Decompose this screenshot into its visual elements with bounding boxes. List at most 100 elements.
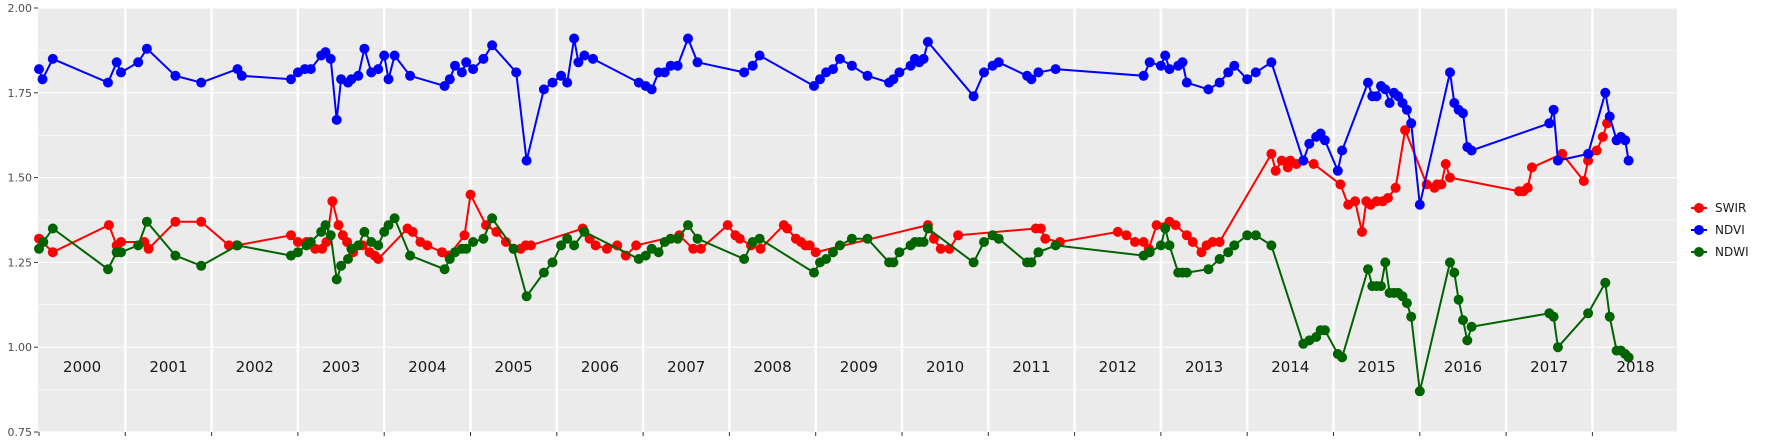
- data-point-ndwi: [508, 243, 519, 254]
- data-point-ndwi: [38, 237, 49, 247]
- data-point-ndvi: [1552, 155, 1563, 166]
- data-point-ndwi: [325, 230, 336, 241]
- data-point-swir: [1121, 230, 1132, 241]
- data-point-ndwi: [232, 240, 243, 251]
- data-point-ndvi: [1203, 84, 1214, 95]
- data-point-ndvi: [862, 70, 873, 81]
- data-point-ndwi: [1445, 257, 1455, 268]
- data-point-ndwi: [569, 240, 580, 251]
- y-tick-label: 1.00: [8, 341, 33, 354]
- data-point-ndwi: [739, 254, 750, 264]
- data-point-ndwi: [1552, 342, 1563, 353]
- data-point-ndvi: [815, 74, 825, 85]
- data-point-ndvi: [359, 43, 370, 54]
- data-point-ndvi: [993, 57, 1004, 68]
- data-point-ndvi: [683, 33, 693, 44]
- data-point-ndvi: [1466, 145, 1477, 156]
- legend-key-point: [1694, 203, 1704, 213]
- data-point-ndwi: [1401, 298, 1412, 309]
- data-point-ndwi: [196, 260, 207, 271]
- data-point-ndvi: [468, 64, 479, 75]
- data-point-ndvi: [888, 74, 899, 85]
- data-point-swir: [1440, 159, 1451, 169]
- legend-item-swir: SWIR: [1691, 201, 1746, 215]
- data-point-swir: [327, 196, 338, 207]
- legend-item-ndvi: NDVI: [1691, 223, 1745, 237]
- data-point-ndwi: [389, 213, 400, 224]
- data-point-ndwi: [1414, 386, 1425, 397]
- data-point-ndvi: [968, 91, 979, 102]
- data-point-ndwi: [1449, 267, 1460, 278]
- data-point-ndvi: [538, 84, 549, 95]
- data-point-ndvi: [646, 84, 657, 95]
- year-label: 2016: [1444, 358, 1482, 376]
- year-label: 2004: [408, 358, 446, 376]
- data-point-swir: [1170, 220, 1181, 231]
- data-point-ndvi: [116, 67, 126, 78]
- data-point-ndvi: [170, 70, 181, 81]
- data-point-ndwi: [1242, 230, 1253, 241]
- data-point-ndvi: [405, 70, 416, 81]
- data-point-ndvi: [37, 74, 48, 85]
- data-point-ndvi: [809, 81, 819, 91]
- data-point-ndvi: [1177, 57, 1188, 68]
- data-point-ndvi: [1363, 77, 1373, 88]
- year-label: 2008: [753, 358, 791, 376]
- data-point-swir: [1527, 162, 1537, 173]
- data-point-ndwi: [1266, 240, 1277, 251]
- year-label: 2005: [495, 358, 533, 376]
- data-point-ndwi: [834, 240, 845, 251]
- data-point-swir: [1308, 159, 1319, 169]
- data-point-swir: [103, 220, 114, 231]
- data-point-ndvi: [1160, 50, 1171, 61]
- data-point-ndvi: [353, 70, 364, 81]
- data-point-swir: [500, 237, 511, 247]
- data-point-swir: [1522, 182, 1533, 193]
- data-point-ndwi: [968, 257, 979, 268]
- series-layer: [34, 33, 1634, 397]
- data-point-swir: [1196, 247, 1207, 258]
- data-point-swir: [1130, 237, 1140, 247]
- data-point-ndvi: [487, 40, 498, 51]
- data-point-swir: [722, 220, 733, 231]
- data-point-ndvi: [103, 77, 113, 88]
- data-point-ndvi: [659, 67, 670, 78]
- data-point-ndvi: [562, 77, 573, 88]
- data-point-ndvi: [894, 67, 905, 78]
- data-point-ndwi: [653, 247, 664, 258]
- data-point-swir: [1207, 237, 1218, 247]
- data-point-swir: [1181, 230, 1192, 241]
- data-point-ndwi: [116, 247, 126, 258]
- data-point-ndwi: [1466, 321, 1477, 332]
- data-point-ndvi: [1304, 138, 1315, 149]
- data-point-ndwi: [1604, 311, 1615, 322]
- data-point-ndvi: [828, 64, 838, 75]
- data-point-ndvi: [1332, 165, 1343, 176]
- data-point-ndvi: [1164, 64, 1175, 75]
- data-point-swir: [1390, 182, 1401, 193]
- data-point-ndwi: [665, 233, 676, 244]
- data-point-ndvi: [1620, 135, 1631, 146]
- data-point-swir: [407, 226, 418, 237]
- data-point-ndwi: [305, 237, 316, 247]
- data-point-ndwi: [487, 213, 498, 224]
- data-point-ndvi: [379, 50, 390, 61]
- data-point-ndwi: [1214, 254, 1225, 264]
- data-point-ndwi: [1376, 281, 1386, 292]
- data-point-ndwi: [918, 237, 929, 247]
- data-point-swir: [465, 189, 476, 200]
- data-point-ndwi: [640, 250, 651, 261]
- data-point-ndvi: [1544, 118, 1555, 129]
- data-point-swir: [810, 247, 821, 258]
- data-point-ndvi: [1623, 155, 1634, 166]
- data-point-ndvi: [1242, 74, 1253, 85]
- data-point-ndwi: [461, 243, 472, 254]
- data-point-swir: [1436, 179, 1447, 190]
- data-point-swir: [1591, 145, 1602, 156]
- data-point-ndwi: [809, 267, 819, 278]
- data-point-swir: [590, 240, 601, 251]
- data-point-ndvi: [556, 70, 567, 81]
- series-ndwi: [34, 213, 1634, 397]
- data-point-ndvi: [1337, 145, 1348, 156]
